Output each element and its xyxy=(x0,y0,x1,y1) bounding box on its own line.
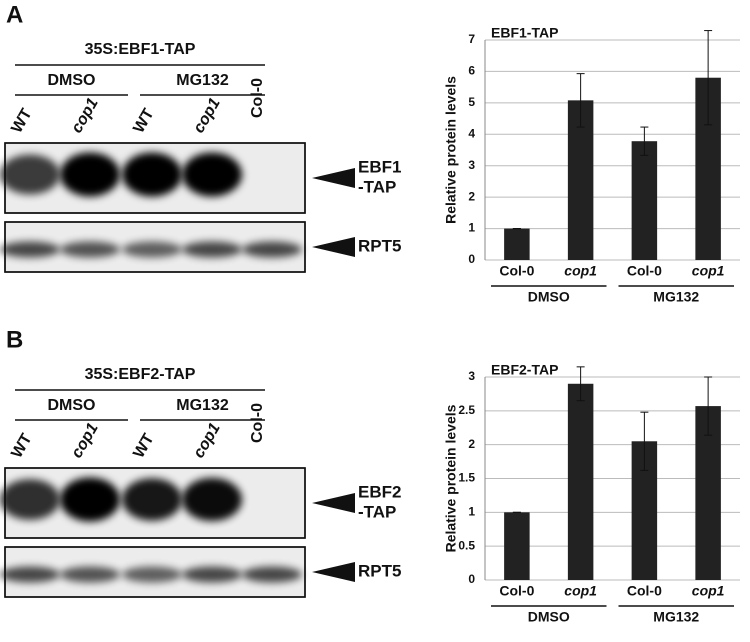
bar xyxy=(567,383,594,580)
x-tick-label: cop1 xyxy=(564,263,597,279)
y-tick-label: 6 xyxy=(468,64,475,78)
x-tick-label: Col-0 xyxy=(499,583,534,599)
x-tick-label: cop1 xyxy=(692,583,725,599)
y-tick-label: 7 xyxy=(468,32,475,46)
arrowhead xyxy=(312,237,355,257)
lane-label: cop1 xyxy=(68,420,101,461)
y-tick-label: 0.5 xyxy=(458,538,475,552)
arrowhead xyxy=(312,168,355,188)
treatment-label: MG132 xyxy=(176,397,229,414)
group-label: DMSO xyxy=(528,609,570,625)
y-tick-label: 2.5 xyxy=(458,403,475,417)
blot-band xyxy=(122,566,182,583)
bar xyxy=(631,141,658,260)
error-bar xyxy=(704,376,713,436)
error-bar xyxy=(640,411,649,471)
blot-frame xyxy=(4,142,306,214)
y-tick-label: 3 xyxy=(468,369,475,383)
y-axis-label: Relative protein levels xyxy=(443,76,459,224)
y-tick-label: 0 xyxy=(468,572,475,586)
x-tick-label: cop1 xyxy=(692,263,725,279)
lane-label: cop1 xyxy=(190,95,223,136)
treatment-label: DMSO xyxy=(48,397,96,414)
group-label: DMSO xyxy=(528,289,570,305)
panel: B 35S:EBF2-TAP DMSO MG132 WT cop1 WT cop1 Col-0 E… xyxy=(0,326,401,598)
lane-label: WT xyxy=(130,106,157,136)
lane-label: WT xyxy=(8,431,35,461)
blot-band xyxy=(182,566,242,583)
blot-label: RPT5 xyxy=(358,561,401,580)
panel-letter: B xyxy=(6,326,23,353)
bar xyxy=(504,512,530,580)
y-tick-label: 2 xyxy=(468,189,475,203)
blot-band xyxy=(242,566,302,583)
error-bar xyxy=(576,73,585,128)
chart-title: EBF1-TAP xyxy=(491,25,558,41)
blot-band xyxy=(122,152,182,197)
bar-chart: 0 0.5 1 1.5 2 2.5 3 EBF2-TAP Relative protein le… xyxy=(443,362,740,625)
construct-label: 35S:EBF1-TAP xyxy=(85,41,196,58)
blot-band xyxy=(182,477,242,522)
y-tick-label: 1 xyxy=(468,221,475,235)
lane-label: WT xyxy=(130,431,157,461)
blot-band xyxy=(0,154,60,195)
blot-frame xyxy=(4,546,306,598)
blot-band xyxy=(182,241,242,258)
blot-label: EBF2 xyxy=(358,482,401,501)
y-tick-label: 2 xyxy=(468,437,475,451)
blot-band xyxy=(182,152,242,197)
blot-label: -TAP xyxy=(358,502,396,521)
y-tick-label: 1 xyxy=(468,505,475,519)
blot-band xyxy=(60,566,120,583)
blot-band xyxy=(60,152,120,197)
error-bar xyxy=(640,126,649,156)
y-tick-label: 5 xyxy=(468,95,475,109)
blot-band xyxy=(242,241,302,258)
y-tick-label: 3 xyxy=(468,158,475,172)
x-tick-label: Col-0 xyxy=(627,583,662,599)
x-tick-label: cop1 xyxy=(564,583,597,599)
blot-label: RPT5 xyxy=(358,236,401,255)
y-tick-label: 0 xyxy=(468,252,475,266)
panel-letter: A xyxy=(6,1,23,28)
lane-label: WT xyxy=(8,106,35,136)
error-bar xyxy=(576,366,585,402)
treatment-label: MG132 xyxy=(176,72,229,89)
y-tick-label: 1.5 xyxy=(458,471,475,485)
construct-label: 35S:EBF2-TAP xyxy=(85,366,196,383)
blot-frame xyxy=(4,467,306,539)
blot-band xyxy=(122,478,182,521)
lane-label: cop1 xyxy=(190,420,223,461)
error-bar xyxy=(704,30,713,126)
blot-label: EBF1 xyxy=(358,157,401,176)
blot-band xyxy=(60,477,120,522)
blot-band xyxy=(0,479,60,520)
y-tick-label: 4 xyxy=(468,126,475,140)
blot-band xyxy=(0,241,60,258)
group-label: MG132 xyxy=(653,289,699,305)
blot-band xyxy=(122,241,182,258)
blot-band xyxy=(60,241,120,258)
chart-title: EBF2-TAP xyxy=(491,362,558,378)
lane-label: Col-0 xyxy=(249,403,266,443)
bar-chart: 0 1 2 3 4 5 6 7 EBF1-TAP Relative protein levels C… xyxy=(443,25,740,305)
arrowhead xyxy=(312,562,355,582)
treatment-label: DMSO xyxy=(48,72,96,89)
y-axis-label: Relative protein levels xyxy=(443,404,459,552)
lane-label: Col-0 xyxy=(249,78,266,118)
blot-frame xyxy=(4,221,306,273)
bar xyxy=(504,228,530,260)
x-tick-label: Col-0 xyxy=(499,263,534,279)
lane-label: cop1 xyxy=(68,95,101,136)
panel: A 35S:EBF1-TAP DMSO MG132 WT cop1 WT cop1 Col-0 E… xyxy=(0,1,401,273)
group-label: MG132 xyxy=(653,609,699,625)
arrowhead xyxy=(312,493,355,513)
x-tick-label: Col-0 xyxy=(627,263,662,279)
blot-band xyxy=(0,566,60,583)
blot-label: -TAP xyxy=(358,177,396,196)
